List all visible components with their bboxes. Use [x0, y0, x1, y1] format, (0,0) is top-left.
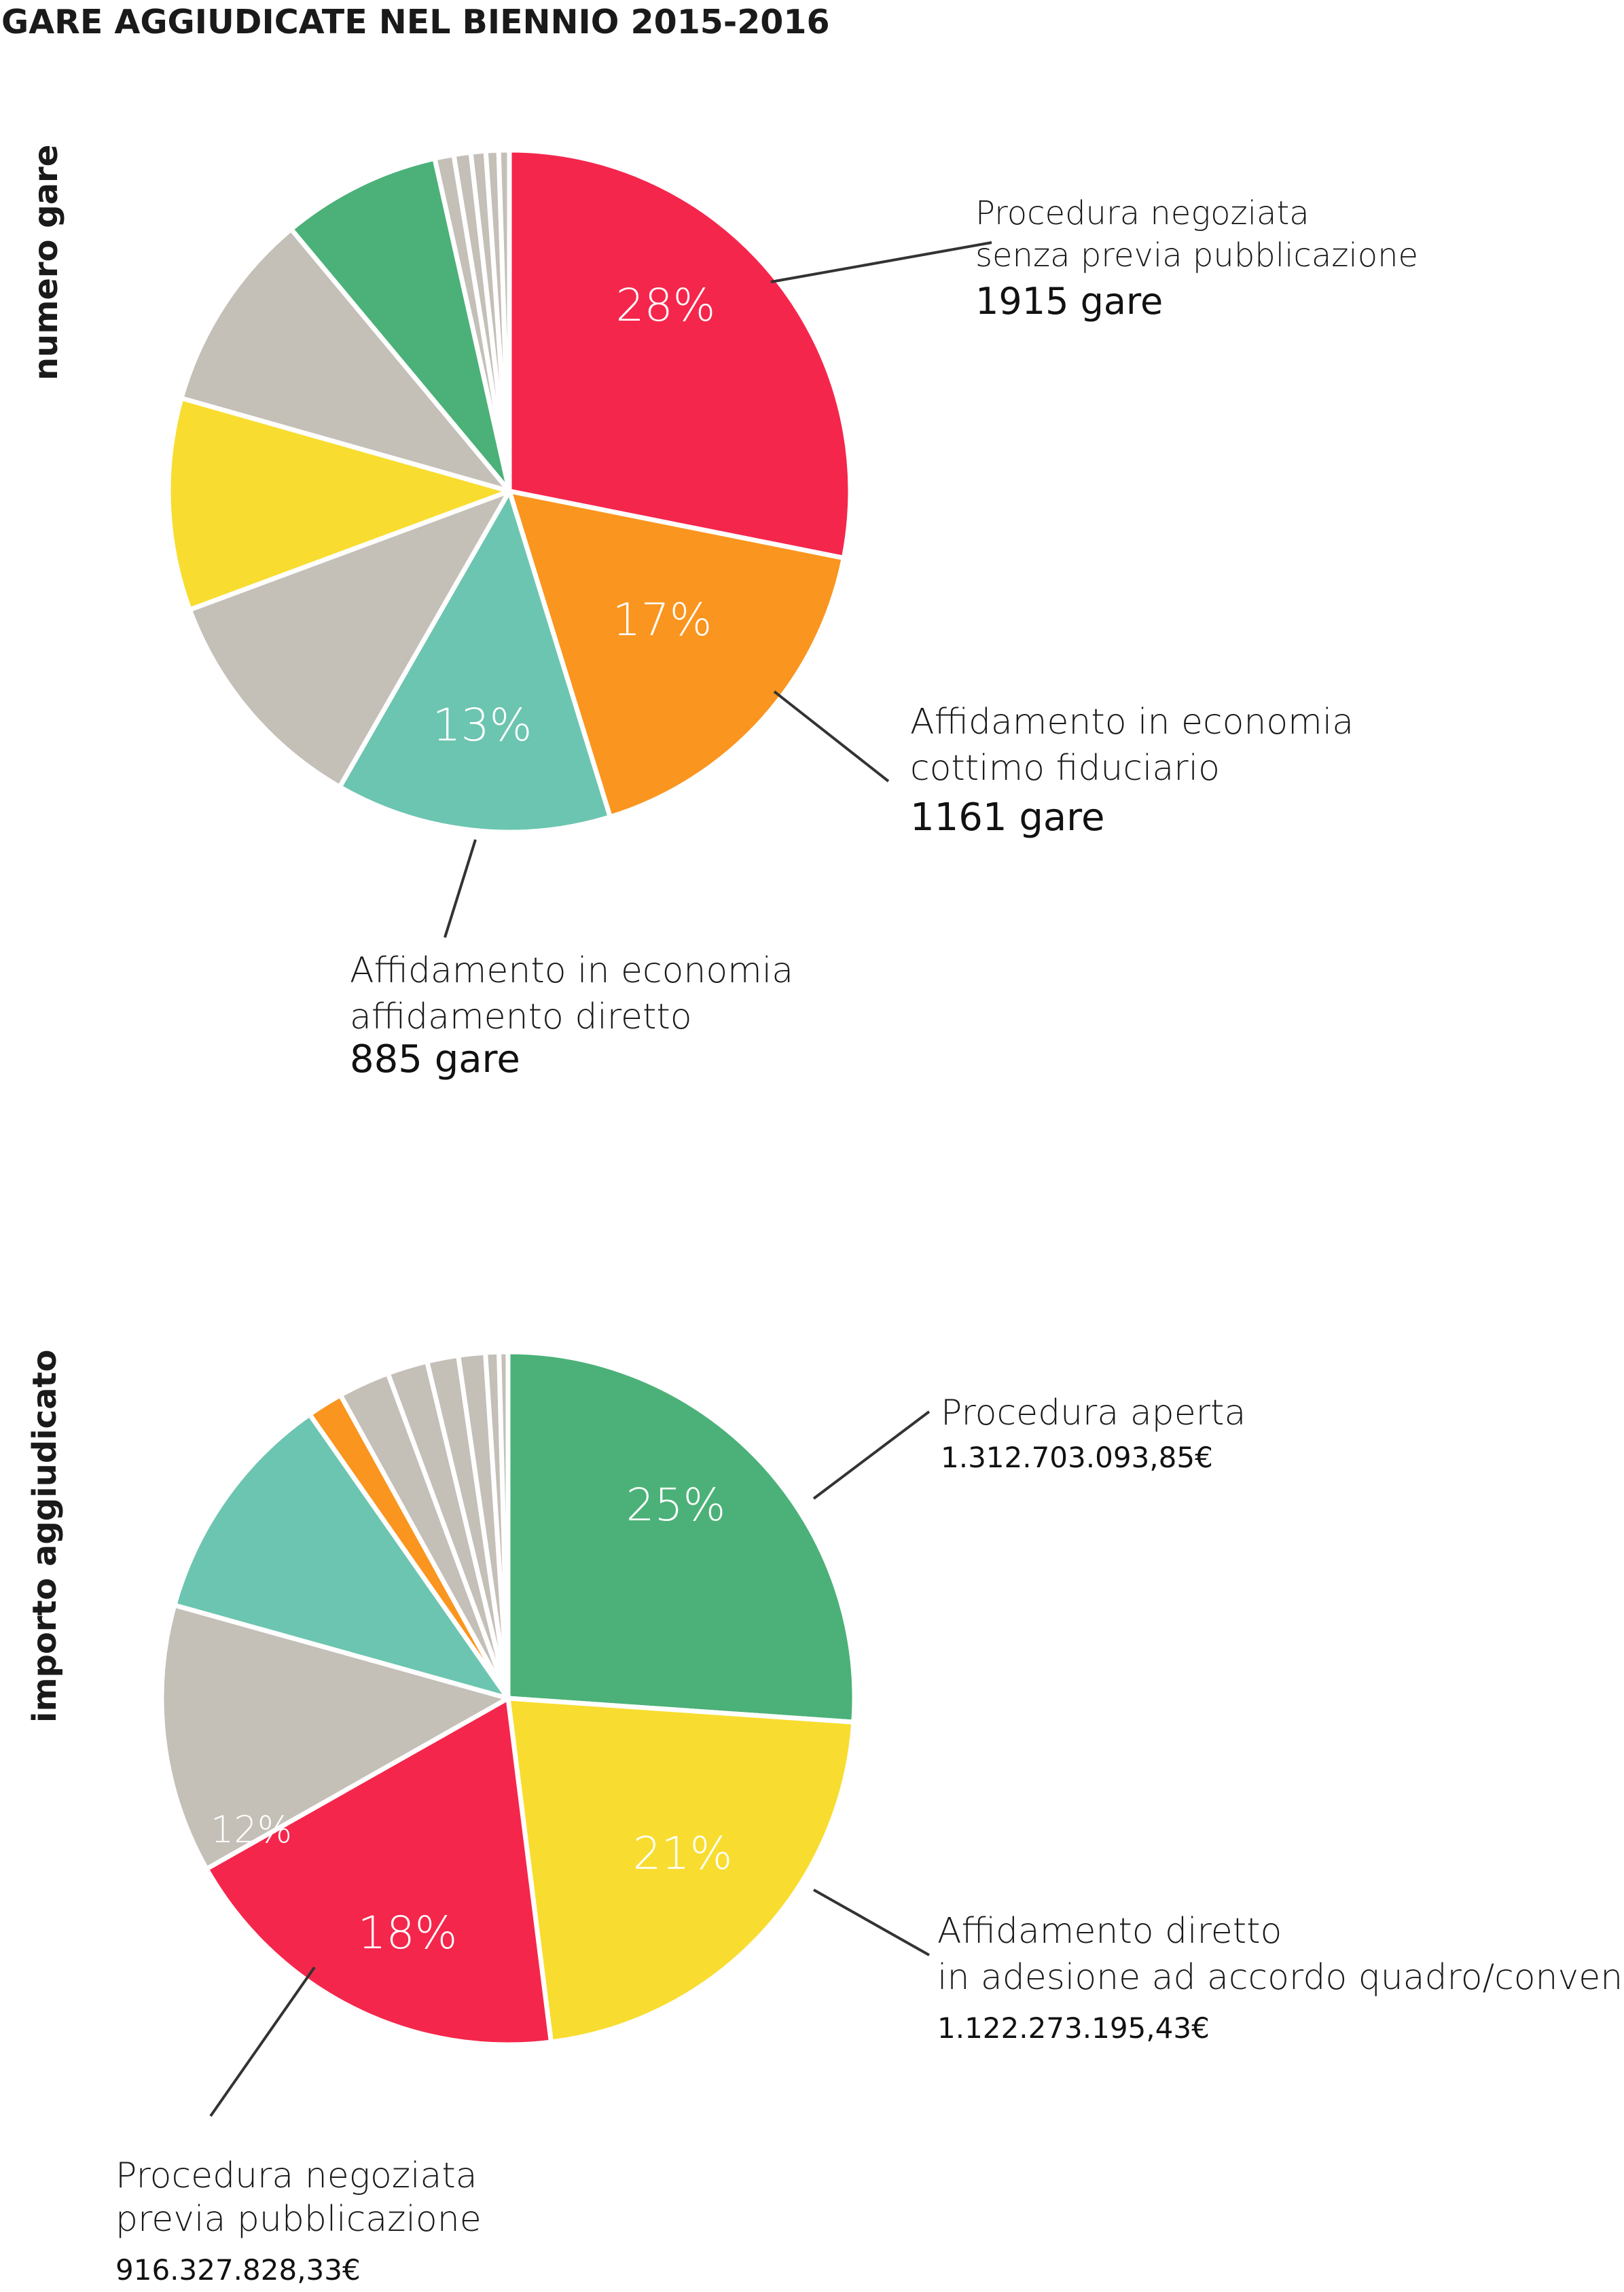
pie-2-slice-3-label-line-2: previa pubblicazione [115, 2199, 482, 2240]
pie-1-pct-label-1: 28% [616, 279, 716, 332]
pie-2-slice-2 [505, 1696, 856, 2045]
pie-1-slice-1-value-label: 1915 gare [975, 280, 1163, 323]
pie-chart-2: 25% 21% 18% 12% Procedura aperta 1.312.703.09… [115, 1349, 1624, 2287]
pie-1-leader-line-3 [444, 839, 477, 938]
pie-1-slice-5 [166, 395, 512, 613]
pie-1-slice-7 [289, 156, 512, 494]
pie-1-slice-12 [496, 147, 512, 494]
pie-2-slice-3-value-label: 916.327.828,33€ [115, 2253, 361, 2287]
pie-2-slice-5 [172, 1412, 511, 1701]
pie-1-slice-2 [507, 488, 846, 820]
pie-1-slice-3-value-label: 885 gare [350, 1037, 520, 1081]
pie-1-slice-3-label-line-1: Affidamento in economia [350, 950, 793, 991]
pie-1-leader-line-1 [770, 241, 992, 283]
pie-1-slice-3 [337, 488, 613, 835]
pie-2-pct-label-2: 21% [633, 1827, 733, 1880]
pie-1-leader-line-2 [773, 690, 890, 783]
pie-1-slice-1-label-line-1: Procedura negoziata [975, 194, 1310, 232]
page-title: GARE AGGIUDICATE NEL BIENNIO 2015-2016 [1, 3, 830, 41]
pie-1-slice-2-value-label: 1161 gare [910, 795, 1104, 840]
pie-1-slice-1 [507, 147, 853, 560]
pie-1-slice-2-label-line-1: Affidamento in economia [910, 702, 1354, 742]
pie-2-slice-2-label-line-1: Affidamento diretto [937, 1911, 1282, 1952]
pie-chart-1: 28% 17% 13% Procedura negoziata senza previa… [166, 147, 1418, 1081]
pie-1-slice-4 [187, 488, 512, 789]
pie-2-leader-line-1 [812, 1410, 931, 1500]
pie-1-pct-label-2: 17% [613, 594, 712, 646]
pie-1-slice-3-label-line-2: affidamento diretto [350, 997, 692, 1037]
pie-2-slice-12 [497, 1349, 511, 1701]
pie-2-slice-1 [505, 1349, 857, 1725]
pie-2-slice-3 [204, 1696, 554, 2047]
pie-2-pct-label-3: 18% [358, 1907, 458, 1959]
pie-2-slice-1-value-label: 1.312.703.093,85€ [941, 1441, 1213, 1474]
pie-2-slice-3-label-line-1: Procedura negoziata [115, 2155, 477, 2196]
pie-2-pct-label-1: 25% [626, 1479, 726, 1531]
pie-2-slice-4 [159, 1602, 511, 1872]
pie-2-slice-2-value-label: 1.122.273.195,43€ [937, 2011, 1210, 2045]
pie-1-slice-1-label-line-2: senza previa pubblicazione [975, 236, 1418, 274]
pie-2-leader-line-2 [813, 1888, 930, 1956]
pie-1-slice-6 [179, 226, 512, 494]
pie-2-slice-1-label-line-1: Procedura aperta [941, 1393, 1246, 1433]
pie-2-leader-line-3 [209, 1966, 316, 2117]
pie-2-slice-2-label-line-2: in adesione ad accordo quadro/convenzion… [937, 1957, 1624, 1998]
pie-1-slice-2-label-line-2: cottimo fiduciario [910, 748, 1220, 789]
pie-2-pct-label-4: 12% [211, 1808, 292, 1851]
pie-1-pct-label-3: 13% [433, 699, 533, 751]
